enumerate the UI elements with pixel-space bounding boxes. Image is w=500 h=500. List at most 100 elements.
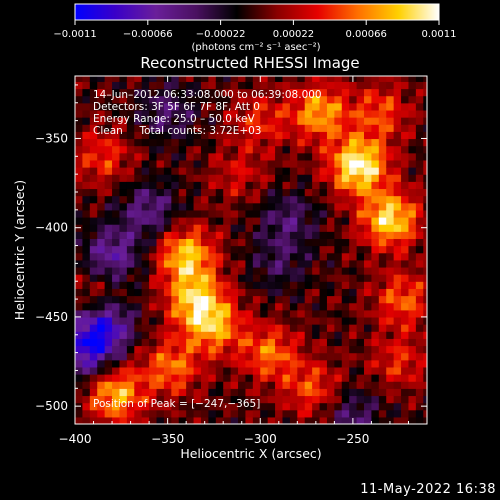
- heatmap-cell: [171, 345, 180, 354]
- heatmap-cell: [238, 274, 247, 282]
- heatmap-cell: [89, 274, 98, 282]
- heatmap-cell: [141, 131, 150, 140]
- heatmap-cell: [245, 331, 254, 339]
- heatmap-cell: [193, 245, 202, 254]
- heatmap-cell: [230, 138, 239, 147]
- heatmap-cell: [163, 81, 172, 90]
- heatmap-cell: [260, 224, 269, 232]
- heatmap-cell: [356, 202, 365, 211]
- heatmap-cell: [208, 102, 217, 111]
- heatmap-cell: [408, 374, 417, 382]
- heatmap-cell: [156, 81, 165, 90]
- heatmap-cell: [200, 117, 209, 125]
- heatmap-cell: [356, 209, 365, 218]
- heatmap-cell: [193, 238, 202, 247]
- heatmap-cell: [141, 95, 150, 104]
- heatmap-cell: [334, 224, 343, 232]
- heatmap-cell: [319, 309, 328, 318]
- heatmap-cell: [75, 395, 84, 404]
- heatmap-cell: [134, 359, 143, 368]
- heatmap-cell: [178, 402, 187, 411]
- heatmap-cell: [378, 202, 387, 211]
- heatmap-cell: [134, 266, 143, 275]
- heatmap-cell: [289, 209, 298, 218]
- heatmap-cell: [82, 316, 91, 325]
- heatmap-cell: [75, 259, 84, 268]
- heatmap-cell: [326, 124, 335, 132]
- heatmap-cell: [260, 316, 269, 325]
- heatmap-cell: [200, 95, 209, 104]
- heatmap-cell: [304, 231, 313, 239]
- heatmap-cell: [297, 238, 306, 247]
- heatmap-cell: [163, 95, 172, 104]
- heatmap-cell: [401, 281, 410, 289]
- heatmap-cell: [163, 331, 172, 339]
- heatmap-cell: [89, 416, 98, 424]
- heatmap-cell: [267, 309, 276, 318]
- heatmap-cell: [378, 245, 387, 254]
- heatmap-cell: [289, 95, 298, 104]
- heatmap-cell: [245, 409, 254, 418]
- heatmap-cell: [267, 152, 276, 161]
- heatmap-cell: [364, 359, 373, 368]
- heatmap-cell: [326, 274, 335, 282]
- heatmap-cell: [423, 88, 427, 97]
- heatmap-cell: [349, 338, 358, 347]
- heatmap-cell: [230, 366, 239, 375]
- heatmap-cell: [171, 309, 180, 318]
- heatmap-cell: [393, 181, 402, 190]
- heatmap-cell: [156, 145, 165, 154]
- heatmap-cell: [171, 259, 180, 268]
- heatmap-cell: [171, 252, 180, 261]
- heatmap-cell: [163, 124, 172, 132]
- heatmap-cell: [104, 331, 113, 339]
- heatmap-cell: [334, 124, 343, 132]
- heatmap-cell: [97, 131, 106, 140]
- heatmap-cell: [193, 138, 202, 147]
- heatmap-cell: [245, 416, 254, 424]
- heatmap-cell: [267, 209, 276, 218]
- heatmap-cell: [282, 324, 291, 332]
- heatmap-cell: [238, 324, 247, 332]
- heatmap-cell: [178, 131, 187, 140]
- heatmap-cell: [238, 131, 247, 140]
- heatmap-cell: [171, 402, 180, 411]
- heatmap-cell: [282, 274, 291, 282]
- heatmap-cell: [378, 266, 387, 275]
- heatmap-cell: [238, 224, 247, 232]
- heatmap-cell: [134, 309, 143, 318]
- heatmap-cell: [215, 109, 224, 118]
- heatmap-cell: [208, 252, 217, 261]
- heatmap-cell: [364, 167, 373, 175]
- heatmap-cell: [304, 331, 313, 339]
- heatmap-cell: [193, 159, 202, 168]
- heatmap-cell: [245, 324, 254, 332]
- heatmap-cell: [267, 245, 276, 254]
- heatmap-cell: [423, 76, 427, 82]
- heatmap-cell: [200, 76, 209, 82]
- heatmap-cell: [275, 274, 284, 282]
- heatmap-cell: [371, 152, 380, 161]
- heatmap-cell: [82, 188, 91, 197]
- heatmap-cell: [171, 245, 180, 254]
- heatmap-cell: [252, 174, 261, 182]
- heatmap-cell: [238, 195, 247, 204]
- heatmap-cell: [245, 359, 254, 368]
- heatmap-cell: [230, 338, 239, 347]
- heatmap-cell: [245, 181, 254, 190]
- heatmap-cell: [401, 302, 410, 311]
- heatmap-cell: [126, 195, 135, 204]
- heatmap-cell: [282, 131, 291, 140]
- heatmap-cell: [267, 138, 276, 147]
- heatmap-cell: [386, 95, 395, 104]
- heatmap-cell: [112, 102, 121, 111]
- heatmap-cell: [326, 102, 335, 111]
- heatmap-cell: [423, 188, 427, 197]
- heatmap-cell: [104, 374, 113, 382]
- heatmap-cell: [252, 95, 261, 104]
- heatmap-cell: [356, 374, 365, 382]
- heatmap-cell: [223, 88, 232, 97]
- heatmap-cell: [349, 202, 358, 211]
- heatmap-cell: [193, 352, 202, 361]
- heatmap-cell: [215, 274, 224, 282]
